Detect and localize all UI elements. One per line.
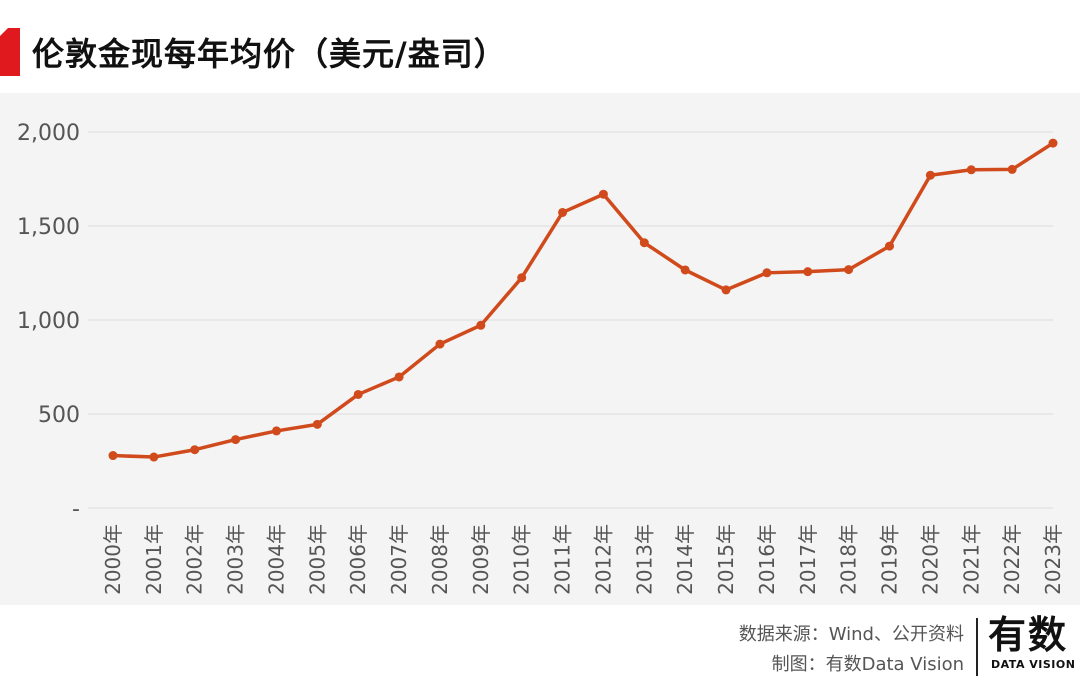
x-tick-label: 2003年 (224, 524, 248, 595)
x-tick-label: 2014年 (673, 524, 697, 595)
brand-logo-subtitle: DATA VISION (991, 658, 1076, 671)
x-tick-label: 2015年 (714, 524, 738, 595)
data-point (190, 445, 200, 455)
y-tick-label: 1,000 (17, 309, 80, 334)
data-point (803, 267, 813, 277)
x-tick-label: 2023年 (1041, 524, 1065, 595)
line-chart: - 500 1,000 1,500 2,000 2000年 2001年 2002年 2003年 2… (17, 121, 1065, 595)
data-point (149, 452, 159, 462)
chart-title: 伦敦金现每年均价（美元/盎司） (32, 35, 507, 73)
y-tick-label: 500 (38, 403, 80, 428)
x-tick-label: 2011年 (551, 524, 575, 595)
x-tick-label: 2001年 (142, 524, 166, 595)
data-point (1048, 138, 1058, 148)
y-tick-label: - (72, 497, 80, 522)
maker-note: 制图：有数Data Vision (771, 654, 964, 675)
x-tick-label: 2006年 (346, 524, 370, 595)
data-point (844, 265, 854, 275)
x-tick-label: 2010年 (510, 524, 534, 595)
data-point (721, 285, 731, 295)
x-tick-label: 2009年 (469, 524, 493, 595)
x-tick-label: 2008年 (428, 524, 452, 595)
x-tick-label: 2016年 (755, 524, 779, 595)
data-point (762, 268, 772, 278)
x-tick-label: 2021年 (959, 524, 983, 595)
chart-area: - 500 1,000 1,500 2,000 2000年 2001年 2002年 2003年 2… (0, 93, 1080, 605)
data-point (925, 170, 935, 180)
y-tick-label: 1,500 (17, 215, 80, 240)
logo-divider (976, 618, 978, 676)
x-tick-label: 2017年 (796, 524, 820, 595)
data-point (558, 207, 568, 217)
data-point (517, 273, 527, 283)
data-point (598, 189, 608, 199)
y-tick-label: 2,000 (17, 121, 80, 146)
x-tick-label: 2012年 (591, 524, 615, 595)
source-note: 数据来源：Wind、公开资料 (738, 624, 964, 645)
x-tick-label: 2002年 (183, 524, 207, 595)
data-point (394, 372, 404, 382)
x-tick-label: 2020年 (918, 524, 942, 595)
data-point (108, 451, 118, 461)
footer-notes: 数据来源：Wind、公开资料 制图：有数Data Vision (739, 620, 964, 680)
data-point (271, 426, 281, 436)
title-accent-bar (0, 28, 20, 76)
data-point (885, 241, 895, 251)
data-point (435, 339, 445, 349)
x-tick-label: 2004年 (264, 524, 288, 595)
x-tick-label: 2013年 (632, 524, 656, 595)
title-accent-notch (0, 28, 8, 36)
data-point (680, 265, 690, 275)
x-tick-label: 2000年 (101, 524, 125, 595)
x-tick-label: 2022年 (1000, 524, 1024, 595)
x-tick-label: 2018年 (837, 524, 861, 595)
x-tick-label: 2007年 (387, 524, 411, 595)
data-point (476, 320, 486, 330)
data-point (639, 238, 649, 248)
x-tick-label: 2019年 (878, 524, 902, 595)
data-point (353, 389, 363, 399)
brand-logo: 有数 (988, 613, 1069, 657)
data-point (231, 435, 241, 445)
data-point (312, 419, 322, 429)
series-line (111, 141, 1055, 459)
x-tick-label: 2005年 (305, 524, 329, 595)
data-point (966, 165, 976, 175)
data-point (1007, 164, 1017, 174)
